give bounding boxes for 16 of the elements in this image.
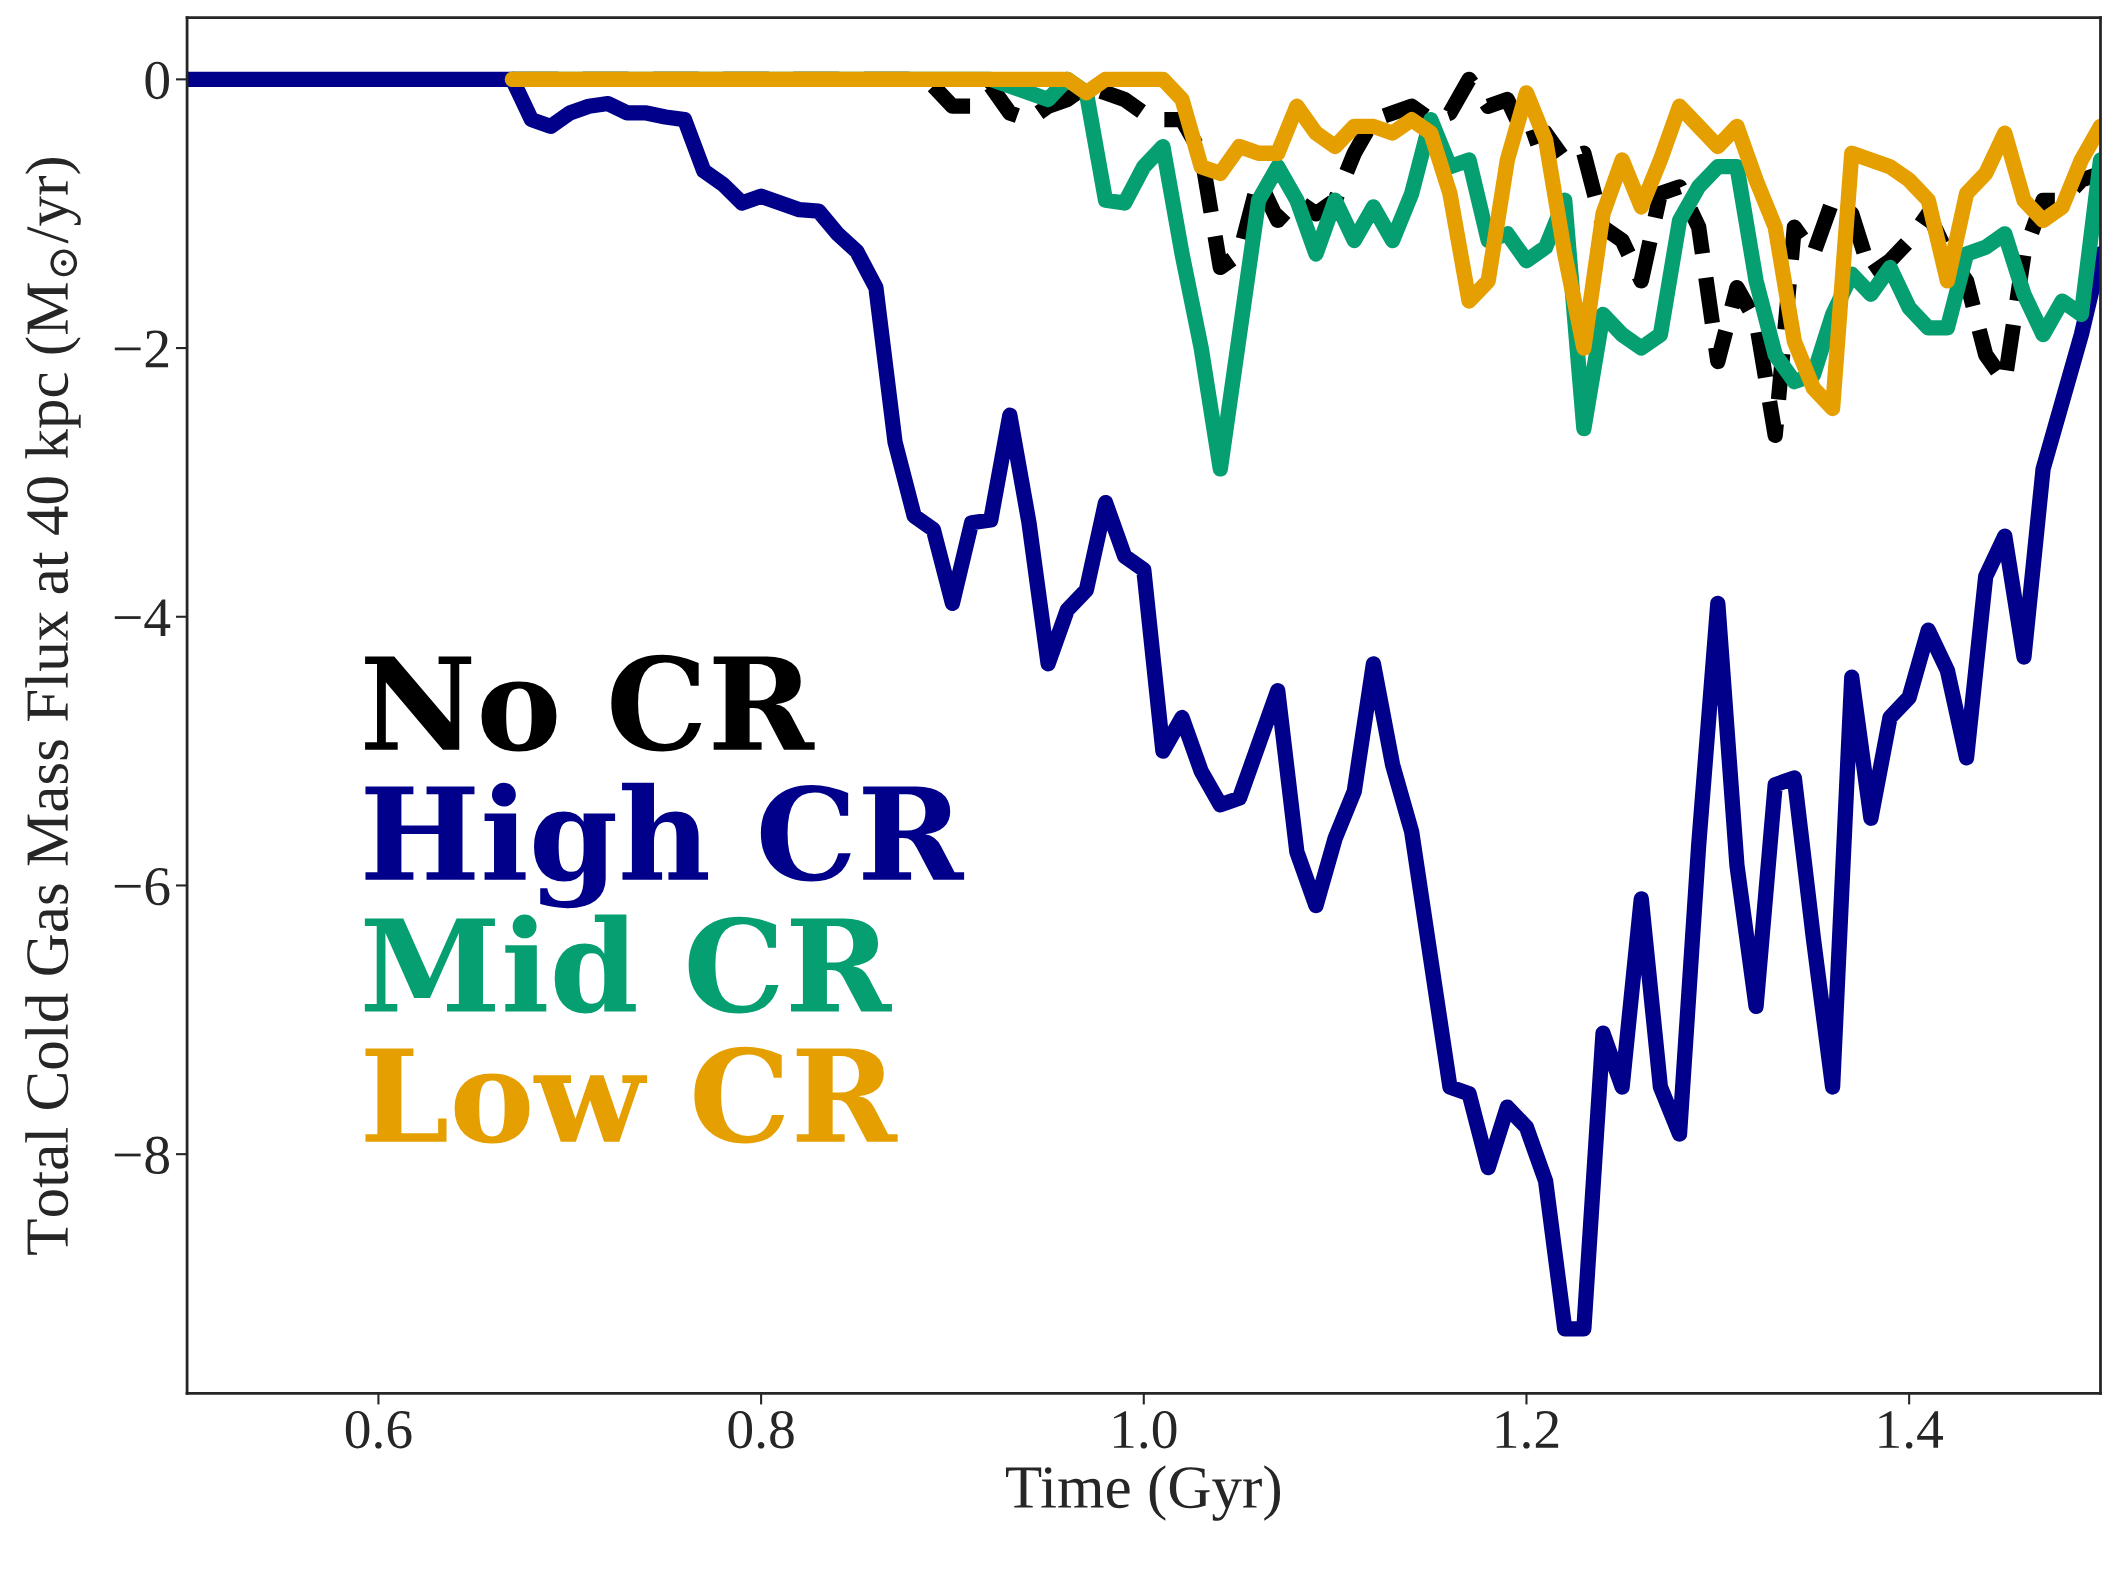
text: Mid CR [364, 914, 892, 1014]
y-axis-title: Total Cold Gas Mass Flux at 40 kpc (M$_{⊙}$/yr) [25, 157, 81, 1255]
x-tick-label: 1.4 [1879, 1411, 1943, 1449]
x-tick-label: 0.6 [345, 1410, 412, 1449]
text: No CR [365, 654, 815, 752]
series-label: High CR [365, 782, 965, 909]
y-tick-label: −8 [114, 1136, 169, 1174]
text: Low CR [365, 1046, 898, 1144]
x-tick-label: 1.0 [1113, 1410, 1177, 1449]
y-tick-label: −4 [114, 599, 171, 637]
x-axis-title: Time (Gyr) [1005, 1465, 1281, 1521]
x-tick-label: 1.2 [1496, 1411, 1559, 1449]
y-tick-label: −6 [114, 867, 170, 906]
y-tick-label: −2 [114, 330, 169, 368]
y-tick-label: 0 [145, 61, 169, 100]
x-tick-label: 0.8 [728, 1410, 794, 1449]
